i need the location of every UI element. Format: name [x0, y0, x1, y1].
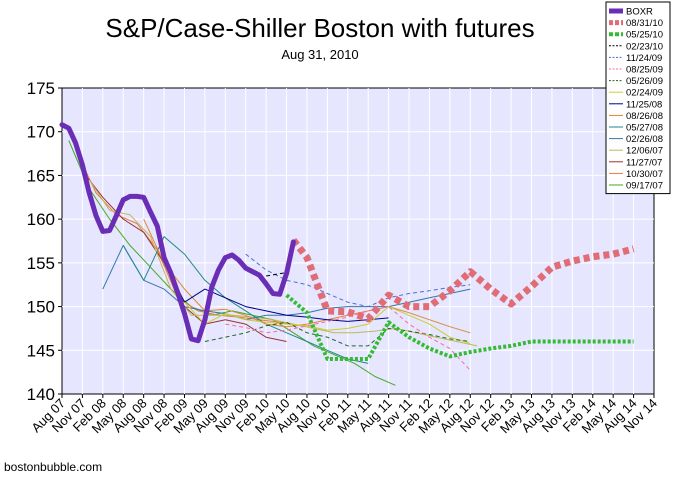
legend-label: 08/31/10 — [626, 18, 663, 29]
series-line-08-26-08 — [143, 218, 471, 334]
y-tick-label: 145 — [27, 341, 55, 360]
legend-label: 10/30/07 — [626, 169, 663, 180]
series-lines — [59, 122, 635, 386]
legend-label: 08/26/08 — [626, 111, 663, 122]
series-line-BOXR — [59, 122, 296, 344]
series-line-02-23-10 — [266, 272, 287, 277]
footer-credit: bostonbubble.com — [4, 460, 102, 474]
legend-label: 09/17/07 — [626, 181, 663, 192]
legend-label: 05/26/09 — [626, 76, 663, 87]
legend-label: 05/25/10 — [626, 30, 663, 41]
legend: BOXR08/31/1005/25/1002/23/1011/24/0908/2… — [605, 1, 671, 195]
y-tick-label: 165 — [27, 166, 55, 185]
chart-title: S&P/Case-Shiller Boston with futures — [105, 13, 534, 43]
legend-label: 02/24/09 — [626, 88, 663, 99]
legend-label: 02/23/10 — [626, 41, 663, 52]
series-line-05-25-10 — [285, 293, 634, 361]
legend-label: 11/27/07 — [626, 157, 662, 168]
y-tick-label: 140 — [27, 385, 55, 404]
y-axis: 140 145 150 155 160 165 170 175 — [27, 79, 62, 404]
series-line-08-31-10 — [290, 237, 635, 323]
legend-label: 11/24/09 — [626, 53, 662, 64]
y-tick-label: 175 — [27, 79, 55, 98]
legend-label: 02/26/08 — [626, 134, 663, 145]
y-tick-label: 170 — [27, 123, 55, 142]
legend-label: 08/25/09 — [626, 65, 663, 76]
series-line-02-24-09 — [184, 301, 471, 344]
legend-label: 05/27/08 — [626, 123, 663, 134]
y-tick-label: 150 — [27, 298, 55, 317]
series-line-12-06-07 — [88, 179, 478, 347]
series-line-05-26-09 — [204, 321, 471, 347]
y-tick-label: 155 — [27, 254, 55, 273]
series-line-05-27-08 — [122, 236, 369, 364]
series-line-11-25-08 — [163, 260, 389, 322]
legend-label: 11/25/08 — [626, 99, 662, 110]
legend-label: 12/06/07 — [626, 146, 663, 157]
grid — [62, 88, 654, 394]
series-line-08-25-09 — [225, 306, 471, 371]
legend-label: BOXR — [626, 7, 653, 18]
chart-subtitle: Aug 31, 2010 — [281, 47, 358, 62]
y-tick-label: 160 — [27, 210, 55, 229]
